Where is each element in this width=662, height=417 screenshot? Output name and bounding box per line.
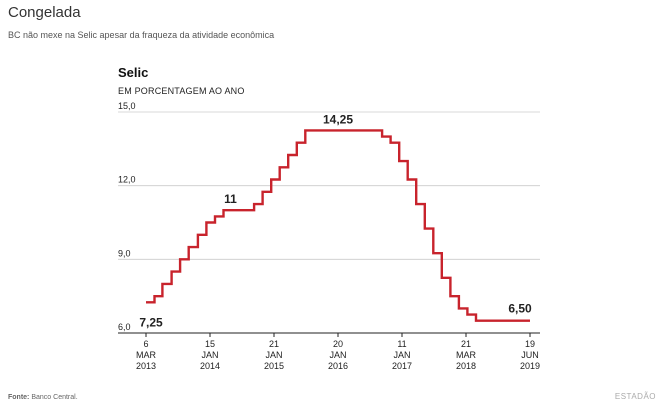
x-tick-label: 2015: [264, 361, 284, 371]
y-tick-label: 9,0: [118, 248, 131, 258]
x-tick-label: 6: [143, 339, 148, 349]
x-tick-label: 15: [205, 339, 215, 349]
x-tick-label: MAR: [456, 350, 477, 360]
y-tick-label: 6,0: [118, 322, 131, 332]
x-tick-label: JAN: [265, 350, 282, 360]
grid-layer: [118, 111, 540, 334]
headline: Congelada: [8, 4, 81, 21]
y-tick-label: 15,0: [118, 101, 136, 111]
source-label: Fonte:: [8, 394, 30, 401]
brand-logo: ESTADÃO: [614, 392, 656, 401]
x-tick-label: 2016: [328, 361, 348, 371]
x-tick-label: 19: [525, 339, 535, 349]
x-tick-label: MAR: [136, 350, 157, 360]
y-tick-label: 12,0: [118, 175, 136, 185]
series-layer: [146, 129, 530, 322]
source-text: Banco Central.: [31, 394, 78, 401]
x-tick-label: 11: [397, 339, 406, 349]
subhead: BC não mexe na Selic apesar da fraqueza …: [8, 30, 275, 40]
label-layer: 15,012,09,06,06MAR201315JAN201421JAN2015…: [118, 101, 540, 371]
x-tick-label: JUN: [521, 350, 539, 360]
x-tick-label: JAN: [329, 350, 346, 360]
x-tick-label: JAN: [393, 350, 410, 360]
axis-layer: [118, 332, 540, 337]
x-tick-label: JAN: [201, 350, 218, 360]
x-tick-label: 2014: [200, 361, 220, 371]
chart-subtitle: EM PORCENTAGEM AO ANO: [118, 86, 245, 96]
x-tick-label: 21: [269, 339, 279, 349]
x-tick-label: 21: [461, 339, 471, 349]
data-annotation-label: 6,50: [508, 302, 532, 316]
x-tick-label: 20: [333, 339, 343, 349]
x-tick-label: 2018: [456, 361, 476, 371]
x-tick-label: 2013: [136, 361, 156, 371]
data-annotation-label: 14,25: [323, 112, 353, 126]
x-tick-label: 2017: [392, 361, 412, 371]
x-tick-label: 2019: [520, 361, 540, 371]
chart-title: Selic: [118, 65, 149, 80]
data-annotation-label: 7,25: [139, 315, 163, 329]
source-note: Fonte: Banco Central.: [8, 394, 78, 401]
data-annotation-label: 11: [224, 192, 237, 206]
selic-series-line: [146, 129, 530, 322]
